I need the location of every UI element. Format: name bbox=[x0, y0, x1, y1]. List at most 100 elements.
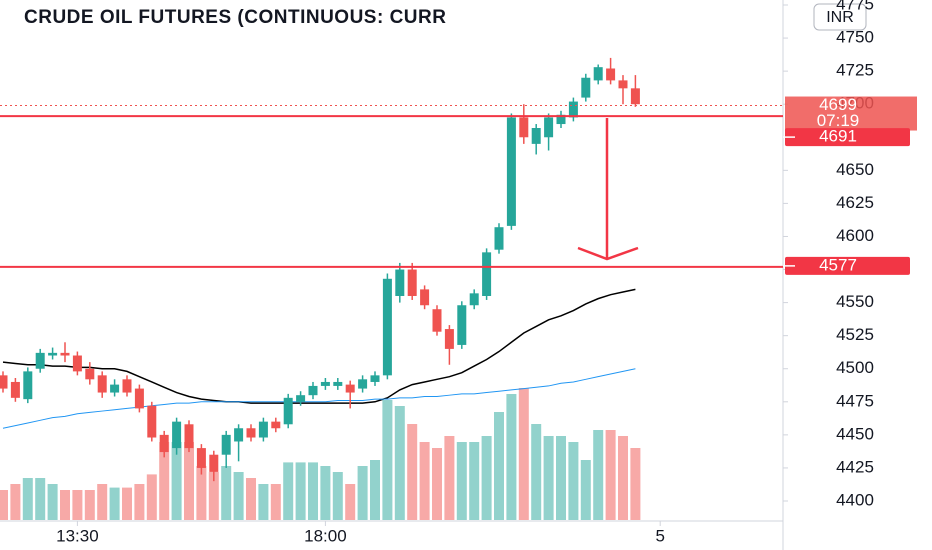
candle-body bbox=[407, 269, 417, 296]
candle-body bbox=[258, 421, 268, 438]
level-label: 4577 bbox=[819, 255, 857, 274]
volume-bar bbox=[332, 472, 343, 520]
y-tick-label: 4600 bbox=[836, 226, 874, 245]
y-tick-label: 4475 bbox=[836, 391, 874, 410]
volume-bar bbox=[568, 442, 579, 520]
candle-body bbox=[246, 428, 256, 438]
candle-body bbox=[593, 67, 603, 81]
candle-body bbox=[469, 293, 479, 306]
y-tick-label: 4450 bbox=[836, 424, 874, 443]
volume-bar bbox=[233, 472, 244, 520]
volume-bar bbox=[618, 436, 628, 520]
volume-bar bbox=[109, 487, 120, 520]
volume-bar bbox=[407, 424, 418, 520]
y-tick-label: 4625 bbox=[836, 193, 874, 212]
volume-bar bbox=[370, 460, 380, 520]
volume-bar bbox=[469, 442, 480, 520]
volume-bar bbox=[72, 490, 83, 520]
candle-body bbox=[432, 309, 442, 332]
volume-bar bbox=[556, 436, 566, 520]
volume-bar bbox=[382, 400, 393, 520]
volume-bar bbox=[184, 442, 194, 520]
candle-body bbox=[358, 379, 368, 389]
y-tick-label: 4550 bbox=[836, 292, 874, 311]
currency-button[interactable] bbox=[813, 3, 867, 31]
candle-body bbox=[544, 117, 554, 138]
candle-body bbox=[184, 424, 194, 449]
candle-body bbox=[308, 385, 318, 396]
candle-body bbox=[618, 80, 628, 89]
volume-bar bbox=[258, 484, 269, 520]
volume-bar bbox=[357, 466, 368, 520]
volume-bar bbox=[580, 460, 591, 520]
volume-bar bbox=[196, 466, 207, 520]
candle-body bbox=[382, 278, 392, 376]
currency-label[interactable]: INR bbox=[826, 9, 854, 26]
candle-body bbox=[234, 428, 244, 442]
volume-bar bbox=[630, 448, 641, 520]
candle-body bbox=[35, 352, 45, 369]
last-price-tag bbox=[785, 96, 917, 131]
candle-body bbox=[420, 289, 430, 306]
candle-body bbox=[159, 434, 169, 453]
volume-bar bbox=[0, 490, 8, 520]
volume-bar bbox=[270, 484, 281, 520]
x-tick-label: 18:00 bbox=[304, 526, 347, 545]
candle-body bbox=[370, 375, 380, 382]
y-tick-label: 4725 bbox=[836, 61, 874, 80]
candle-body bbox=[296, 395, 306, 402]
level-tag bbox=[785, 256, 910, 275]
volume-bar bbox=[345, 484, 356, 520]
candle-body bbox=[271, 421, 281, 429]
volume-bar bbox=[84, 490, 95, 520]
candle-body bbox=[531, 128, 541, 144]
candle-body bbox=[333, 381, 343, 386]
volume-bar bbox=[320, 466, 331, 520]
candle-body bbox=[283, 397, 293, 425]
title-bg bbox=[0, 0, 780, 34]
last-price-label: 4699 bbox=[819, 95, 857, 114]
y-tick-label: 4775 bbox=[836, 0, 874, 13]
volume-bar bbox=[543, 436, 554, 520]
y-tick-label: 4400 bbox=[836, 490, 874, 509]
volume-bar bbox=[208, 472, 219, 520]
candle-body bbox=[196, 448, 206, 468]
candle-body bbox=[568, 101, 578, 118]
candle-body bbox=[345, 384, 355, 393]
volume-bar bbox=[60, 490, 70, 520]
candle-body bbox=[147, 405, 157, 438]
volume-bar bbox=[35, 478, 46, 520]
volume-bar bbox=[308, 462, 318, 520]
x-tick-label: 5 bbox=[655, 526, 664, 545]
candle-body bbox=[60, 352, 70, 356]
candle-body bbox=[556, 114, 566, 125]
candle-body bbox=[482, 252, 492, 296]
volume-bar bbox=[481, 436, 492, 520]
x-tick-label: 13:30 bbox=[56, 526, 99, 545]
volume-bar bbox=[159, 442, 170, 520]
volume-bar bbox=[122, 487, 132, 520]
marks bbox=[0, 57, 641, 520]
countdown-label: 07:19 bbox=[817, 111, 860, 130]
level-label: 4691 bbox=[819, 127, 857, 146]
candle-body bbox=[457, 305, 467, 345]
level-tag bbox=[785, 128, 910, 147]
volume-bar bbox=[283, 462, 294, 520]
volume-bar bbox=[419, 442, 430, 520]
candle-body bbox=[72, 355, 82, 372]
candle-body bbox=[606, 68, 616, 81]
volume-bar bbox=[444, 436, 455, 520]
candle-body bbox=[134, 388, 144, 409]
candle-body bbox=[23, 371, 33, 400]
candle-body bbox=[494, 227, 504, 250]
candle-body bbox=[85, 368, 95, 380]
volume-bar bbox=[432, 448, 442, 520]
candle-body bbox=[0, 375, 8, 389]
candle-body bbox=[122, 379, 132, 393]
candle-body bbox=[172, 421, 182, 449]
volume-bar bbox=[171, 442, 182, 520]
arrow-head bbox=[577, 246, 639, 261]
candle-body bbox=[581, 77, 591, 98]
candle-body bbox=[97, 375, 107, 393]
